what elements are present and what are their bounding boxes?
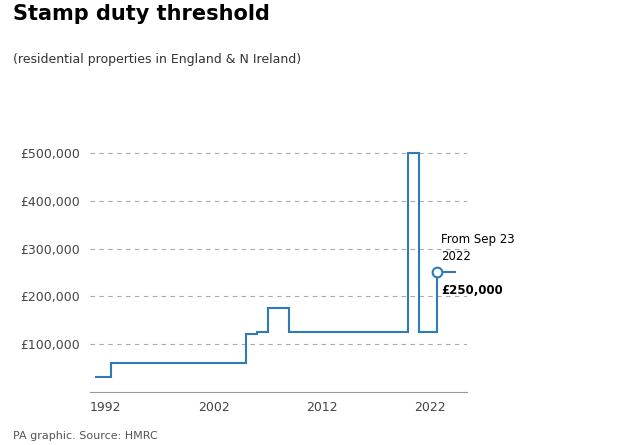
Text: Stamp duty threshold: Stamp duty threshold — [13, 4, 269, 24]
Text: £250,000: £250,000 — [441, 284, 503, 297]
Text: From Sep 23
2022: From Sep 23 2022 — [441, 233, 515, 263]
Text: PA graphic. Source: HMRC: PA graphic. Source: HMRC — [13, 431, 157, 441]
Text: (residential properties in England & N Ireland): (residential properties in England & N I… — [13, 53, 301, 66]
